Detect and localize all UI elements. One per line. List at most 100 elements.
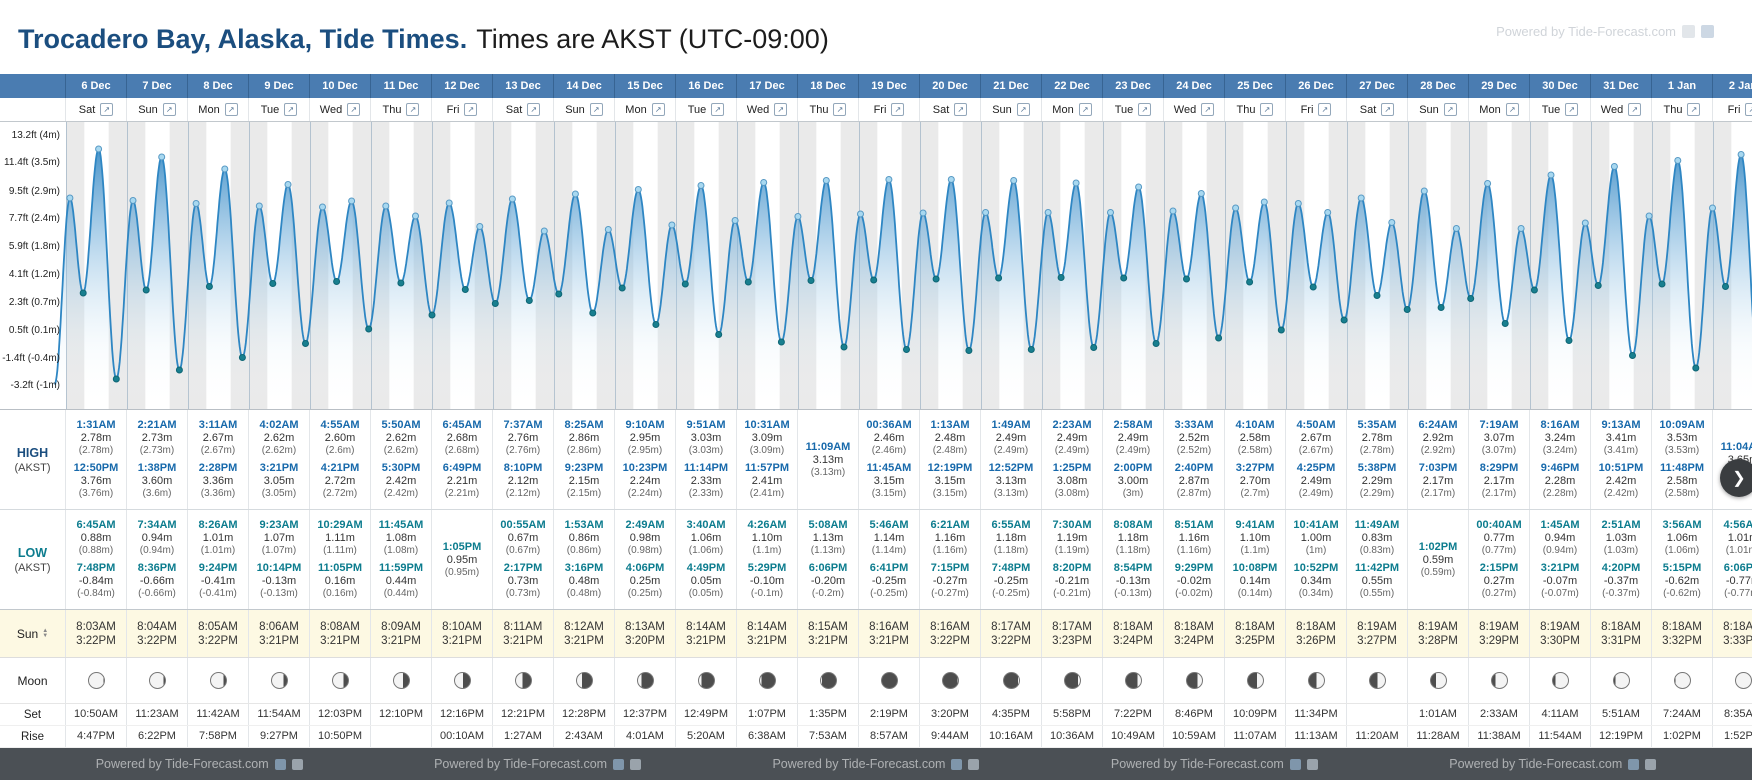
tide-time: 5:15PM [1662, 562, 1702, 575]
tide-height-alt: (0.34m) [1298, 588, 1334, 600]
weekday-label: Sat [505, 103, 523, 116]
date-header: 18 Dec [798, 74, 859, 98]
moon-phase-icon [209, 672, 227, 689]
tide-time: 3:21PM [259, 462, 299, 475]
day-cell[interactable]: Sun ↗ [127, 98, 188, 121]
moonrise-row-label: Rise [0, 726, 66, 747]
day-cell[interactable]: Sat ↗ [66, 98, 127, 121]
expand-day-icon[interactable]: ↗ [711, 103, 725, 116]
day-cell[interactable]: Sun ↗ [554, 98, 615, 121]
expand-day-icon[interactable]: ↗ [891, 103, 905, 116]
expand-day-icon[interactable]: ↗ [954, 103, 968, 116]
tide-time: 7:48PM [991, 562, 1031, 575]
day-cell[interactable]: Wed ↗ [1591, 98, 1652, 121]
day-cell[interactable]: Sat ↗ [493, 98, 554, 121]
day-cell[interactable]: Thu ↗ [798, 98, 859, 121]
day-cell[interactable]: Sat ↗ [1347, 98, 1408, 121]
tide-height: 1.01m [202, 531, 234, 544]
expand-day-icon[interactable]: ↗ [1443, 103, 1457, 116]
day-cell[interactable]: Wed ↗ [1164, 98, 1225, 121]
expand-day-icon[interactable]: ↗ [1687, 103, 1701, 116]
day-cell[interactable]: Fri ↗ [1286, 98, 1347, 121]
expand-day-icon[interactable]: ↗ [1260, 103, 1274, 116]
moon-phase-icon [1063, 672, 1081, 689]
high-tide-entry: 7:37AM 2.76m (2.76m) [493, 419, 553, 457]
tide-height-alt: (-0.41m) [199, 588, 237, 600]
tide-height-alt: (1.14m) [871, 544, 907, 556]
expand-day-icon[interactable]: ↗ [224, 103, 238, 116]
sunset-time: 3:21PM [320, 634, 360, 647]
moon-phase-cell [1652, 658, 1713, 703]
expand-day-icon[interactable]: ↗ [1201, 103, 1215, 116]
day-cell[interactable]: Mon ↗ [1469, 98, 1530, 121]
high-tide-entry: 4:25PM 2.49m (2.49m) [1286, 462, 1346, 500]
expand-day-icon[interactable]: ↗ [1381, 103, 1395, 116]
expand-day-icon[interactable]: ↗ [1565, 103, 1579, 116]
high-tide-entry: 8:10PM 2.12m (2.12m) [493, 462, 553, 500]
day-cell[interactable]: Wed ↗ [737, 98, 798, 121]
footer-branding-link[interactable]: Powered by Tide-Forecast.com [1449, 757, 1657, 771]
tide-height: 2.67m [202, 431, 234, 444]
sunrise-time: 8:18AM [1174, 620, 1214, 633]
expand-day-icon[interactable]: ↗ [589, 103, 603, 116]
day-cell[interactable]: Mon ↗ [1042, 98, 1103, 121]
expand-day-icon[interactable]: ↗ [162, 103, 176, 116]
expand-day-icon[interactable]: ↗ [527, 103, 541, 116]
day-cell[interactable]: Tue ↗ [676, 98, 737, 121]
expand-day-icon[interactable]: ↗ [1745, 103, 1752, 116]
expand-day-icon[interactable]: ↗ [1138, 103, 1152, 116]
day-cell[interactable]: Thu ↗ [371, 98, 432, 121]
day-cell[interactable]: Fri ↗ [432, 98, 493, 121]
footer-branding-link[interactable]: Powered by Tide-Forecast.com [772, 757, 980, 771]
moon-phase-icon [392, 672, 410, 689]
day-cell[interactable]: Tue ↗ [1530, 98, 1591, 121]
day-cell[interactable]: Mon ↗ [615, 98, 676, 121]
tide-height: 1.01m [1727, 531, 1752, 544]
day-cell[interactable]: Thu ↗ [1225, 98, 1286, 121]
day-cell[interactable]: Sat ↗ [920, 98, 981, 121]
expand-day-icon[interactable]: ↗ [284, 103, 298, 116]
day-cell[interactable]: Wed ↗ [310, 98, 371, 121]
expand-day-icon[interactable]: ↗ [1505, 103, 1519, 116]
expand-day-icon[interactable]: ↗ [100, 103, 114, 116]
next-days-button[interactable]: ❯ [1720, 459, 1752, 497]
low-tide-entry: 10:52PM 0.34m (0.34m) [1286, 562, 1346, 600]
sunset-time: 3:33PM [1723, 634, 1752, 647]
expand-day-icon[interactable]: ↗ [651, 103, 665, 116]
day-cell[interactable]: Sun ↗ [1408, 98, 1469, 121]
footer-branding-text: Powered by Tide-Forecast.com [1449, 757, 1623, 771]
tide-height: -0.13m [1115, 575, 1151, 588]
expand-day-icon[interactable]: ↗ [406, 103, 420, 116]
moon-phase-icon [1368, 672, 1386, 689]
expand-day-icon[interactable]: ↗ [1016, 103, 1030, 116]
expand-day-icon[interactable]: ↗ [1628, 103, 1642, 116]
tide-time: 11:05PM [317, 562, 363, 575]
day-cell[interactable]: Sun ↗ [981, 98, 1042, 121]
moon-phase-icon [880, 672, 898, 689]
sunset-time: 3:21PM [442, 634, 482, 647]
moonset-time: 2:19PM [859, 704, 920, 725]
expand-day-icon[interactable]: ↗ [833, 103, 847, 116]
day-cell[interactable]: Tue ↗ [1103, 98, 1164, 121]
expand-day-icon[interactable]: ↗ [1078, 103, 1092, 116]
tide-height-alt: (2.33m) [688, 488, 724, 500]
moonrise-time: 7:58PM [188, 726, 249, 747]
day-cell[interactable]: Thu ↗ [1652, 98, 1713, 121]
footer-branding-link[interactable]: Powered by Tide-Forecast.com [96, 757, 303, 771]
day-cell[interactable]: Tue ↗ [249, 98, 310, 121]
sunset-time: 3:24PM [1174, 634, 1214, 647]
day-cell[interactable]: Fri ↗ [1713, 98, 1752, 121]
tide-height-alt: (-0.1m) [750, 588, 784, 600]
expand-day-icon[interactable]: ↗ [1318, 103, 1332, 116]
tide-height: 1.08m [385, 531, 417, 544]
day-cell[interactable]: Mon ↗ [188, 98, 249, 121]
weekday-label: Tue [1114, 103, 1134, 116]
expand-day-icon[interactable]: ↗ [464, 103, 478, 116]
moonset-row: Set 10:50AM 11:23AM 11:42AM 11:54AM 12:03PM 1… [0, 704, 1752, 726]
expand-day-icon[interactable]: ↗ [774, 103, 788, 116]
expand-day-icon[interactable]: ↗ [347, 103, 361, 116]
footer-branding-link[interactable]: Powered by Tide-Forecast.com [1111, 757, 1318, 771]
day-cell[interactable]: Fri ↗ [859, 98, 920, 121]
footer-branding-link[interactable]: Powered by Tide-Forecast.com [434, 757, 642, 771]
tide-height: 1.00m [1300, 531, 1332, 544]
